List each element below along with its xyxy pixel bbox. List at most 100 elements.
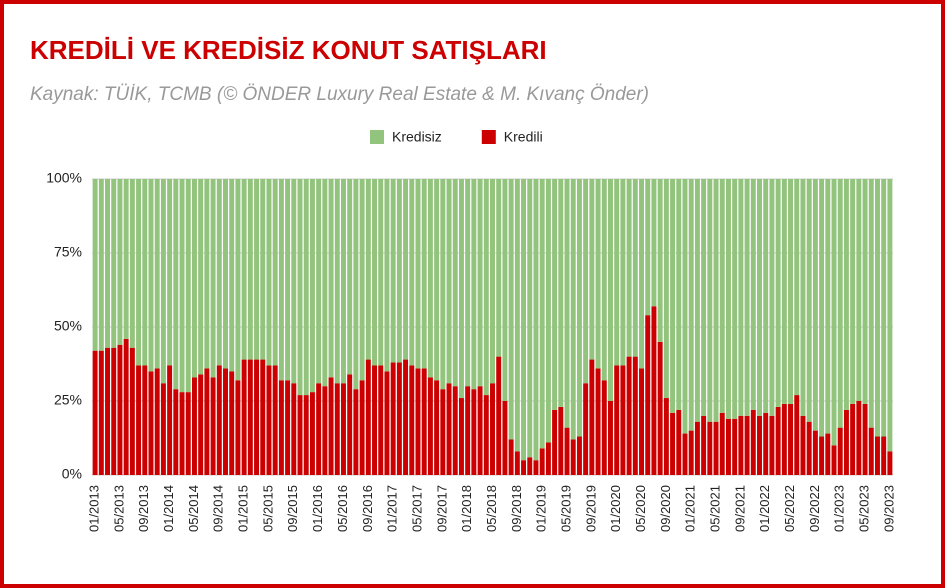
- x-tick-label: 09/2022: [807, 485, 822, 532]
- bar-segment: [527, 179, 533, 458]
- x-tick-label: 09/2015: [285, 485, 300, 532]
- bar-segment: [819, 436, 825, 475]
- bar-segment: [260, 179, 266, 360]
- bar-segment: [254, 359, 260, 475]
- bar-segment: [340, 383, 346, 475]
- bar-segment: [309, 392, 315, 475]
- bar-segment: [316, 179, 322, 384]
- bar-segment: [272, 179, 278, 366]
- bar-segment: [626, 179, 632, 357]
- bar-segment: [396, 362, 402, 475]
- bar-segment: [856, 179, 862, 401]
- bar-segment: [136, 179, 142, 366]
- bar-segment: [632, 356, 638, 475]
- bar-segment: [868, 427, 874, 475]
- bar-segment: [142, 179, 148, 366]
- x-tick-label: 09/2021: [732, 485, 747, 532]
- bar-segment: [496, 179, 502, 357]
- bar-segment: [843, 409, 849, 475]
- bar-segment: [539, 179, 545, 449]
- bar-segment: [142, 365, 148, 475]
- y-tick-label: 100%: [46, 170, 82, 186]
- y-tick-label: 25%: [54, 392, 82, 408]
- bar-segment: [738, 415, 744, 475]
- bar-segment: [105, 179, 111, 348]
- bar-segment: [148, 179, 154, 372]
- bar-segment: [471, 389, 477, 475]
- bar-segment: [725, 418, 731, 475]
- bar-segment: [732, 418, 738, 475]
- bar-segment: [651, 306, 657, 475]
- bar-segment: [216, 365, 222, 475]
- bar-segment: [266, 365, 272, 475]
- bar-segment: [427, 377, 433, 475]
- bar-segment: [812, 179, 818, 431]
- bar-segment: [576, 179, 582, 437]
- bar-segment: [490, 179, 495, 384]
- bar-segment: [831, 179, 837, 446]
- bar-segment: [570, 439, 576, 475]
- bar-segment: [297, 179, 303, 396]
- bar-segment: [458, 398, 464, 475]
- bar-segment: [614, 179, 620, 366]
- bar-segment: [285, 380, 291, 475]
- x-tick-label: 09/2013: [136, 485, 151, 532]
- bar-segment: [191, 377, 197, 475]
- bar-segment: [148, 371, 154, 475]
- bar-segment: [359, 179, 365, 381]
- x-tick-label: 01/2021: [683, 485, 698, 532]
- bar-segment: [769, 179, 775, 416]
- bar-segment: [316, 383, 322, 475]
- bar-segment: [837, 179, 843, 428]
- bar-segment: [117, 179, 123, 345]
- bar-segment: [365, 179, 371, 360]
- bar-segment: [887, 451, 893, 475]
- bar-segment: [409, 365, 415, 475]
- legend-label: Kredili: [504, 129, 543, 145]
- x-tick-label: 09/2023: [881, 485, 896, 532]
- bar-segment: [750, 179, 756, 410]
- bar-segment: [676, 179, 682, 410]
- bar-segment: [508, 439, 514, 475]
- bar-segment: [378, 179, 384, 366]
- bar-segment: [465, 386, 471, 475]
- bar-segment: [477, 179, 483, 387]
- bar-segment: [204, 179, 210, 369]
- bar-segment: [595, 368, 601, 475]
- bar-segment: [434, 179, 440, 381]
- bar-segment: [123, 338, 129, 475]
- bar-segment: [719, 412, 725, 475]
- bar-segment: [769, 415, 775, 475]
- bar-segment: [210, 377, 216, 475]
- bar-segment: [521, 179, 527, 461]
- bar-segment: [223, 179, 228, 369]
- bar-segment: [576, 436, 582, 475]
- bar-segment: [340, 179, 346, 384]
- bar-segment: [185, 392, 191, 475]
- bar-segment: [483, 179, 489, 396]
- bar-segment: [266, 179, 272, 366]
- bar-segment: [788, 179, 794, 404]
- bar-segment: [744, 415, 750, 475]
- bar-segment: [328, 377, 334, 475]
- bar-segment: [92, 350, 98, 475]
- y-tick-label: 50%: [54, 318, 82, 334]
- bar-segment: [322, 386, 328, 475]
- bar-segment: [757, 415, 762, 475]
- x-tick-label: 05/2021: [707, 485, 722, 532]
- bar-segment: [607, 401, 613, 475]
- bar-segment: [738, 179, 744, 416]
- bar-segment: [533, 460, 539, 475]
- bar-segment: [235, 380, 241, 475]
- y-tick-label: 75%: [54, 244, 82, 260]
- bar-segment: [694, 421, 700, 475]
- bar-segment: [440, 389, 446, 475]
- bar-segment: [645, 179, 651, 316]
- bar-segment: [185, 179, 191, 393]
- x-tick-label: 09/2016: [360, 485, 375, 532]
- bar-segment: [490, 383, 495, 475]
- bar-segment: [415, 368, 421, 475]
- bar-segment: [247, 359, 253, 475]
- bar-segment: [794, 179, 800, 396]
